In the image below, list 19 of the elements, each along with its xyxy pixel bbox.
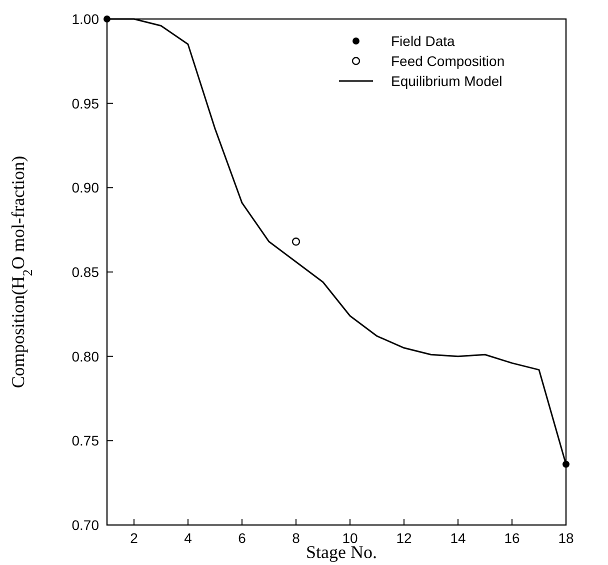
y-tick-label: 0.85 bbox=[72, 264, 100, 280]
legend-label: Feed Composition bbox=[391, 53, 505, 69]
x-tick-label: 4 bbox=[184, 530, 192, 546]
legend-label: Equilibrium Model bbox=[391, 73, 502, 89]
x-tick-label: 16 bbox=[504, 530, 520, 546]
x-tick-label: 2 bbox=[130, 530, 138, 546]
y-tick-label: 0.90 bbox=[72, 180, 100, 196]
x-tick-label: 12 bbox=[396, 530, 412, 546]
y-tick-label: 0.75 bbox=[72, 432, 100, 449]
x-tick-label: 18 bbox=[558, 530, 574, 546]
y-tick-label: 0.70 bbox=[72, 517, 100, 533]
point bbox=[292, 238, 300, 246]
y-tick-label: 0.95 bbox=[72, 95, 100, 112]
x-tick-label: 8 bbox=[292, 530, 300, 546]
y-tick-label: 1.00 bbox=[72, 11, 100, 27]
x-tick-label: 6 bbox=[238, 530, 246, 546]
x-tick-label: 14 bbox=[450, 530, 466, 546]
y-tick-label: 0.80 bbox=[72, 348, 100, 364]
legend-label: Field Data bbox=[391, 33, 456, 49]
